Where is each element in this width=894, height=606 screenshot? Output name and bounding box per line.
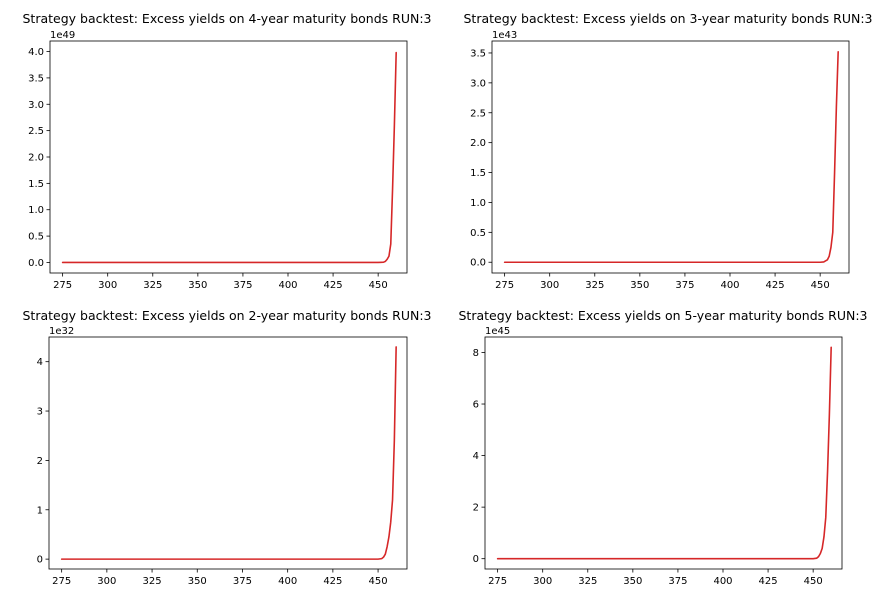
y-tick-label: 1.0 [470, 198, 486, 209]
y-tick-label: 0.5 [470, 228, 486, 239]
x-tick-label: 350 [188, 280, 207, 291]
chart-title: Strategy backtest: Excess yields on 3-ye… [464, 11, 873, 26]
y-tick-label: 4 [37, 357, 43, 368]
x-tick-label: 350 [630, 280, 649, 291]
y-tick-label: 2.0 [28, 153, 44, 164]
chart-title: Strategy backtest: Excess yields on 5-ye… [459, 308, 868, 323]
x-tick-label: 425 [766, 280, 785, 291]
chart-title: Strategy backtest: Excess yields on 4-ye… [23, 11, 432, 26]
series-line [503, 50, 839, 264]
y-offset-label: 1e45 [485, 326, 510, 337]
y-tick-label: 3.0 [470, 78, 486, 89]
x-tick-label: 325 [578, 576, 597, 587]
y-tick-label: 4 [473, 451, 479, 462]
y-tick-label: 4.0 [28, 47, 44, 58]
y-tick-label: 0.0 [470, 258, 486, 269]
y-tick-label: 2.5 [470, 108, 486, 119]
x-tick-label: 425 [324, 280, 343, 291]
x-tick-label: 375 [668, 576, 687, 587]
y-tick-label: 1.5 [28, 179, 44, 190]
x-tick-label: 325 [143, 576, 162, 587]
x-tick-label: 425 [759, 576, 778, 587]
x-tick-label: 300 [98, 280, 117, 291]
y-tick-label: 2.5 [28, 126, 44, 137]
x-tick-label: 425 [323, 576, 342, 587]
plot-area-frame [491, 40, 850, 274]
y-tick-label: 2.0 [470, 138, 486, 149]
y-tick-label: 1 [37, 505, 43, 516]
x-tick-label: 375 [675, 280, 694, 291]
x-tick-label: 275 [495, 280, 514, 291]
y-tick-label: 3.5 [28, 73, 44, 84]
series-line [60, 346, 397, 560]
plot-area-frame [49, 40, 408, 274]
x-tick-label: 450 [811, 280, 830, 291]
y-offset-label: 1e32 [49, 326, 74, 337]
x-tick-label: 300 [540, 280, 559, 291]
x-tick-label: 350 [188, 576, 207, 587]
x-tick-label: 275 [488, 576, 507, 587]
y-tick-label: 0.5 [28, 232, 44, 243]
x-tick-label: 450 [369, 280, 388, 291]
x-tick-label: 325 [143, 280, 162, 291]
x-tick-label: 375 [233, 576, 252, 587]
x-tick-label: 325 [585, 280, 604, 291]
x-tick-label: 300 [533, 576, 552, 587]
y-tick-label: 1.0 [28, 205, 44, 216]
y-tick-label: 1.5 [470, 168, 486, 179]
x-tick-label: 350 [623, 576, 642, 587]
x-tick-label: 400 [278, 280, 297, 291]
y-tick-label: 0 [473, 554, 479, 565]
y-tick-label: 0 [37, 555, 43, 566]
x-tick-label: 375 [233, 280, 252, 291]
x-tick-label: 300 [97, 576, 116, 587]
y-offset-label: 1e49 [50, 30, 75, 41]
y-tick-label: 3.5 [470, 48, 486, 59]
y-tick-label: 3.0 [28, 100, 44, 111]
x-tick-label: 275 [52, 576, 71, 587]
series-line [61, 51, 397, 264]
chart-panel-3: Strategy backtest: Excess yields on 2-ye… [23, 308, 432, 587]
x-tick-label: 275 [53, 280, 72, 291]
x-tick-label: 400 [713, 576, 732, 587]
x-tick-label: 450 [804, 576, 823, 587]
y-tick-label: 6 [473, 400, 479, 411]
chart-title: Strategy backtest: Excess yields on 2-ye… [23, 308, 432, 323]
chart-panel-1: Strategy backtest: Excess yields on 4-ye… [23, 11, 432, 291]
plot-area-frame [484, 336, 843, 570]
x-tick-label: 400 [720, 280, 739, 291]
y-tick-label: 8 [473, 348, 479, 359]
y-offset-label: 1e43 [492, 30, 517, 41]
y-tick-label: 0.0 [28, 258, 44, 269]
x-tick-label: 400 [278, 576, 297, 587]
plot-area-frame [48, 336, 408, 570]
y-tick-label: 3 [37, 407, 43, 418]
x-tick-label: 450 [369, 576, 388, 587]
y-tick-label: 2 [473, 503, 479, 514]
y-tick-label: 2 [37, 456, 43, 467]
chart-panel-4: Strategy backtest: Excess yields on 5-ye… [459, 308, 868, 587]
chart-panel-2: Strategy backtest: Excess yields on 3-ye… [464, 11, 873, 291]
series-line [496, 346, 832, 560]
